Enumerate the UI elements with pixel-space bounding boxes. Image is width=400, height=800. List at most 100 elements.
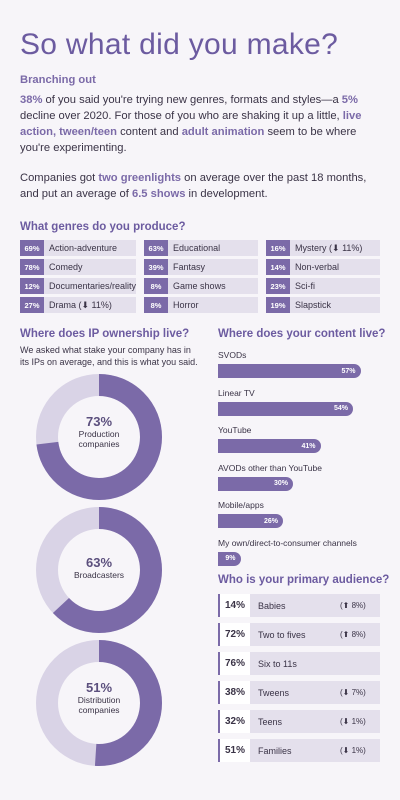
bar-track: 30% — [218, 476, 388, 491]
bar-label: Linear TV — [218, 387, 255, 398]
ip-description: We asked what stake your company has in … — [20, 345, 198, 367]
audience-name: Six to 11s — [258, 658, 297, 669]
audience-row: 14% Babies (⬆ 8%) — [218, 594, 380, 617]
bar-fill: 26% — [218, 514, 283, 528]
bar-fill: 57% — [218, 364, 361, 378]
intro-text: seem to be where you're experimenting. — [20, 126, 357, 154]
donut-center-label: 63% Broadcasters — [34, 555, 164, 580]
donut-pct: 63% — [85, 555, 113, 570]
audience-row: 32% Teens (⬇ 1%) — [218, 710, 380, 733]
audience-pct: 72% — [220, 623, 250, 646]
audience-change: (⬇ 7%) — [340, 688, 366, 697]
donut-label: Distribution companies — [77, 695, 121, 715]
audience-pct: 14% — [220, 594, 250, 617]
genre-row: 8% Game shows — [144, 278, 259, 294]
intro-text: content and — [116, 126, 182, 138]
audience-pct: 38% — [220, 681, 250, 704]
content-bar-item: My own/direct-to-consumer channels 9% — [218, 538, 388, 576]
audience-row: 51% Families (⬇ 1%) — [218, 739, 380, 762]
genre-row: 12% Documentaries/reality — [20, 278, 137, 294]
audience-name: Teens — [258, 716, 283, 727]
intro-text: on average over the past 18 months, and … — [20, 172, 367, 200]
genre-row: 23% Sci-fi — [266, 278, 381, 294]
bar-track: 9% — [218, 551, 388, 566]
genre-name: Action-adventure — [49, 243, 118, 253]
ip-donut: 73% Production companies — [34, 372, 164, 502]
genre-row: 27% Drama (⬇ 11%) — [20, 297, 137, 313]
audience-row: 76% Six to 11s — [218, 652, 380, 675]
ip-donut: 63% Broadcasters — [34, 505, 164, 635]
genre-name: Slapstick — [295, 300, 332, 310]
genre-pct: 63% — [144, 240, 169, 256]
audience-list: 14% Babies (⬆ 8%) 72% Two to fives (⬆ 8%) 76% S… — [218, 594, 380, 768]
ip-donut: 51% Distribution companies — [34, 638, 164, 768]
content-bars: SVODs 57% Linear TV 54% YouTube 41% AVODs othe… — [218, 350, 388, 575]
audience-change: (⬆ 8%) — [340, 601, 366, 610]
genre-pct: 27% — [20, 297, 44, 313]
bar-track: 57% — [218, 364, 388, 378]
bar-fill: 9% — [218, 551, 241, 566]
intro-paragraph-1: 38% of you said you're trying new genres… — [20, 92, 384, 156]
audience-name: Families — [258, 745, 292, 756]
genre-row: 8% Horror — [144, 297, 259, 313]
donut-chart — [36, 640, 162, 766]
genre-pct: 78% — [20, 259, 44, 275]
genre-name: Horror — [173, 300, 199, 310]
genre-pct: 19% — [266, 297, 291, 313]
audience-pct: 76% — [220, 652, 250, 675]
donut-share-arc — [36, 507, 162, 633]
audience-row: 72% Two to fives (⬆ 8%) — [218, 623, 380, 646]
bar-label: SVODs — [218, 350, 247, 360]
audience-name: Babies — [258, 600, 286, 611]
audience-name: Two to fives — [258, 629, 306, 640]
genre-row: 69% Action-adventure — [20, 240, 137, 256]
genre-pct: 69% — [20, 240, 44, 256]
genre-pct: 8% — [144, 297, 169, 313]
content-bar-item: SVODs 57% — [218, 350, 388, 388]
donut-center-label: 73% Production companies — [34, 414, 164, 449]
genre-name: Drama (⬇ 11%) — [49, 299, 112, 310]
bar-label: Mobile/apps — [218, 500, 264, 510]
intro-text: of you said you're trying new genres, fo… — [42, 94, 342, 106]
genre-row: 14% Non-verbal — [266, 259, 381, 275]
decline-pct: 5% — [341, 94, 358, 106]
genre-name: Comedy — [49, 262, 83, 272]
audience-change: (⬆ 8%) — [340, 630, 366, 639]
intro-text: decline over 2020. For those of you who … — [20, 110, 343, 122]
genre-row: 16% Mystery (⬇ 11%) — [266, 240, 381, 256]
highlight-adult-animation: adult animation — [181, 126, 265, 138]
genre-name: Non-verbal — [295, 262, 340, 272]
genre-name: Fantasy — [173, 262, 206, 272]
genre-name: Documentaries/reality — [49, 281, 137, 291]
bar-label: My own/direct-to-consumer channels — [218, 537, 357, 548]
donut-label: Production companies — [78, 429, 120, 449]
bar-track: 54% — [218, 401, 388, 416]
genres-heading: What genres do you produce? — [20, 221, 186, 233]
donut-pct: 73% — [85, 414, 113, 429]
genre-pct: 23% — [266, 278, 291, 294]
genre-pct: 12% — [20, 278, 44, 294]
genre-pct: 16% — [266, 240, 291, 256]
ip-heading: Where does IP ownership live? — [20, 328, 190, 340]
genre-column: 69% Action-adventure 78% Comedy 12% Documenta… — [20, 240, 137, 313]
bar-track: 26% — [218, 514, 388, 528]
donut-share-arc — [36, 640, 162, 766]
highlight-greenlights: two greenlights — [98, 172, 182, 184]
donut-chart — [36, 507, 162, 633]
genre-row: 19% Slapstick — [266, 297, 381, 313]
donut-center-label: 51% Distribution companies — [34, 680, 164, 715]
page-title: So what did you make? — [20, 28, 339, 61]
bar-fill: 41% — [218, 439, 321, 453]
audience-name: Tweens — [258, 687, 290, 698]
audience-heading: Who is your primary audience? — [218, 574, 390, 586]
genre-column: 63% Educational 39% Fantasy 8% Game shows 8% Ho… — [144, 240, 259, 313]
genre-pct: 14% — [266, 259, 291, 275]
audience-pct: 32% — [220, 710, 250, 733]
genres-grid: 69% Action-adventure 78% Comedy 12% Documenta… — [20, 240, 381, 313]
donut-share-arc — [36, 374, 162, 500]
intro-subhead: Branching out — [20, 74, 96, 86]
genre-name: Game shows — [173, 281, 226, 291]
new-genres-pct: 38% — [20, 94, 43, 106]
genre-row: 39% Fantasy — [144, 259, 259, 275]
bar-label: YouTube — [218, 425, 252, 435]
